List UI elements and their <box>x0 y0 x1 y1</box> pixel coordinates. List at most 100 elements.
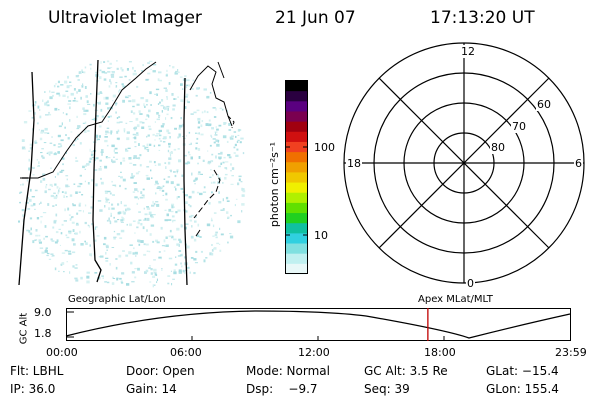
speckle <box>202 191 207 193</box>
speckle <box>217 174 219 178</box>
x-tick-1800: 18:00 <box>424 346 456 359</box>
speckle <box>226 211 229 214</box>
speckle <box>149 160 152 163</box>
speckle <box>55 231 59 234</box>
speckle <box>158 71 162 74</box>
coastline-3 <box>217 61 225 79</box>
speckle <box>213 247 215 250</box>
speckle <box>71 221 75 224</box>
speckle <box>106 198 110 201</box>
speckle <box>75 156 77 159</box>
speckle <box>112 276 114 278</box>
speckle <box>110 212 112 215</box>
speckle <box>186 79 190 82</box>
lon-line-1 <box>18 71 35 286</box>
speckle <box>35 140 37 143</box>
speckle <box>82 122 86 124</box>
speckle <box>145 78 149 81</box>
speckle <box>180 83 183 86</box>
speckle <box>85 242 88 245</box>
speckle <box>47 203 50 206</box>
speckle <box>27 208 31 210</box>
speckle <box>172 206 175 208</box>
speckle <box>121 83 124 86</box>
speckle <box>122 250 125 252</box>
speckle <box>31 166 35 169</box>
speckle <box>197 121 201 124</box>
speckle <box>29 217 33 220</box>
speckle <box>97 92 100 95</box>
colorbar-band <box>286 233 307 245</box>
speckle <box>134 232 136 234</box>
speckle <box>61 191 64 193</box>
speckle <box>155 135 159 137</box>
speckle <box>156 93 158 96</box>
speckle <box>157 186 161 189</box>
speckle <box>86 100 89 104</box>
speckle <box>211 160 214 163</box>
speckle <box>167 275 171 277</box>
speckle <box>153 272 157 274</box>
speckle <box>179 76 183 78</box>
polar-plot <box>343 42 585 284</box>
speckle <box>48 111 50 114</box>
speckle <box>68 253 72 255</box>
colorbar-band <box>286 213 307 224</box>
speckle <box>108 85 111 88</box>
speckle <box>84 86 87 89</box>
speckle <box>236 141 239 143</box>
speckle <box>24 148 26 150</box>
speckle <box>115 82 118 84</box>
speckle <box>110 215 112 217</box>
speckle <box>136 124 140 128</box>
speckle <box>101 70 106 74</box>
speckle <box>113 149 115 153</box>
speckle <box>212 107 216 109</box>
speckle <box>55 83 58 85</box>
speckle <box>110 132 112 135</box>
speckle <box>178 270 182 274</box>
speckle <box>210 160 213 162</box>
speckle <box>51 255 55 257</box>
speckle <box>212 138 216 140</box>
speckle <box>46 255 49 257</box>
speckle <box>155 272 157 276</box>
speckle <box>180 262 182 265</box>
speckle <box>194 220 197 223</box>
colorbar-band <box>286 243 307 255</box>
speckle <box>162 123 165 126</box>
speckle <box>167 219 172 221</box>
speckle <box>224 161 229 163</box>
speckle <box>54 241 58 244</box>
speckle <box>177 255 182 257</box>
speckle <box>122 160 126 162</box>
speckle <box>54 267 57 271</box>
speckle <box>118 116 121 118</box>
speckle <box>241 188 245 191</box>
speckle <box>109 67 113 69</box>
speckle <box>195 142 198 144</box>
speckle <box>229 233 232 235</box>
speckle <box>57 151 60 154</box>
speckle <box>164 209 167 211</box>
speckle <box>156 203 160 207</box>
speckle <box>22 214 24 217</box>
speckle <box>38 203 40 205</box>
speckle <box>178 269 182 273</box>
speckle <box>118 90 120 93</box>
speckle <box>144 271 147 274</box>
speckle <box>40 201 42 204</box>
speckle <box>223 122 226 125</box>
speckle <box>58 94 61 97</box>
speckle <box>156 182 159 185</box>
speckle <box>149 233 152 236</box>
speckle <box>50 194 55 198</box>
speckle <box>144 213 148 216</box>
speckle <box>133 182 137 184</box>
speckle <box>124 95 128 98</box>
speckle <box>135 172 139 175</box>
speckle <box>145 269 149 273</box>
speckle <box>149 281 152 283</box>
speckle <box>96 138 100 141</box>
speckle <box>84 180 86 183</box>
